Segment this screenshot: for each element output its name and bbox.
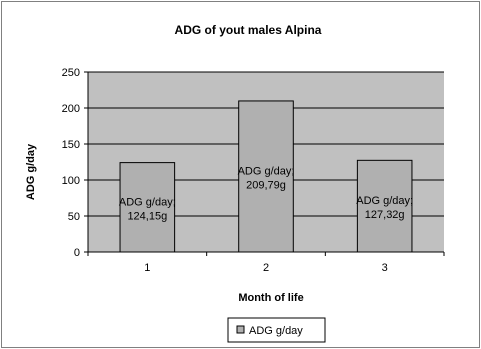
y-tick-label: 0 xyxy=(74,247,80,259)
x-axis-title: Month of life xyxy=(238,292,303,304)
y-tick-label: 200 xyxy=(62,103,80,115)
legend-swatch xyxy=(236,325,245,334)
x-tick-labels: 1 2 3 xyxy=(144,262,387,274)
x-tick-label: 3 xyxy=(382,262,388,274)
x-tick-label: 1 xyxy=(144,262,150,274)
legend-label: ADG g/day xyxy=(249,325,303,337)
axes xyxy=(84,71,445,256)
y-tick-label: 50 xyxy=(68,211,80,223)
bar xyxy=(356,159,413,253)
y-tick-label: 100 xyxy=(62,175,80,187)
data-labels: ADG g/day; 124,15g ADG g/day; 209,79g ADG g/… xyxy=(119,165,413,222)
y-axis-title: ADG g/day xyxy=(25,143,37,200)
y-tick-label: 250 xyxy=(62,67,80,79)
x-tick-label: 2 xyxy=(263,262,269,274)
bars xyxy=(119,100,413,253)
y-tick-label: 150 xyxy=(62,139,80,151)
y-tick-labels: 0 50 100 150 200 250 xyxy=(62,67,80,259)
data-label: ADG g/day; 209,79g xyxy=(238,165,295,191)
data-label: ADG g/day; 124,15g xyxy=(119,196,176,222)
legend: ADG g/day xyxy=(227,317,326,343)
bar xyxy=(238,100,294,253)
data-label: ADG g/day; 127,32g xyxy=(356,195,413,221)
chart-title: ADG of yout males Alpina xyxy=(175,23,322,37)
bar xyxy=(119,162,176,253)
